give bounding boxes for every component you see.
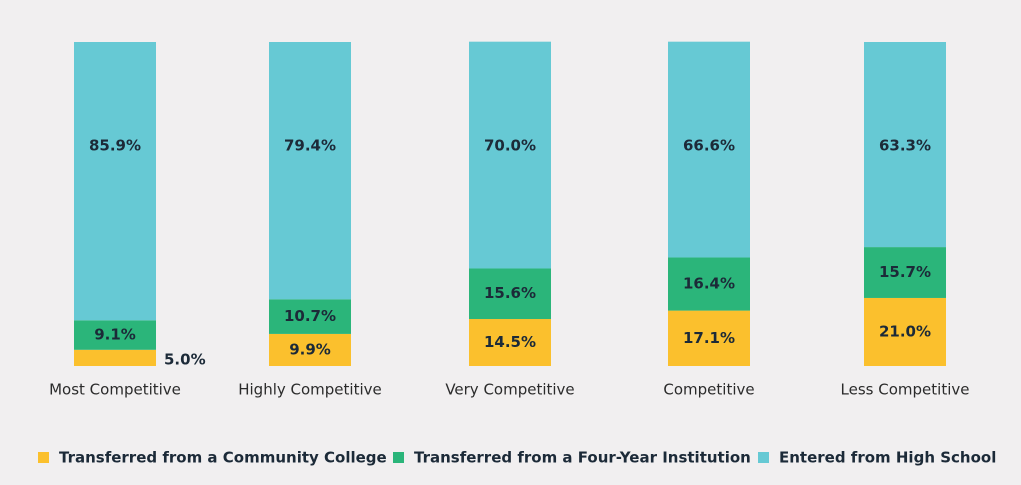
- category-label-5: Less Competitive: [841, 381, 970, 399]
- value-label-2-2: 10.7%: [284, 307, 336, 325]
- value-label-1-5: 21.0%: [879, 322, 931, 340]
- legend-item-3: Entered from High School: [758, 449, 996, 467]
- bar-segment-3-1: [74, 42, 156, 321]
- value-label-2-3: 15.6%: [484, 284, 536, 302]
- bar-segment-3-3: [469, 41, 551, 269]
- bar-segment-2-3: [469, 268, 551, 320]
- value-label-3-4: 66.6%: [683, 137, 735, 155]
- bar-segment-1-3: [469, 319, 551, 366]
- category-label-4: Competitive: [663, 381, 754, 399]
- bar-segment-2-2: [269, 299, 351, 334]
- value-label-1-4: 17.1%: [683, 329, 735, 347]
- bar-segment-2-5: [864, 247, 946, 298]
- category-labels-layer: Most Competitive Highly Competitive Very C…: [49, 381, 969, 399]
- bar-segment-1-4: [668, 310, 750, 366]
- bar-segment-2-4: [668, 257, 750, 311]
- value-label-1-1: 5.0%: [164, 350, 206, 368]
- value-label-2-4: 16.4%: [683, 275, 735, 293]
- value-label-2-1: 9.1%: [94, 326, 136, 344]
- bar-segment-2-1: [74, 320, 156, 350]
- value-labels-layer: 5.0% 9.1% 85.9% 9.9% 10.7% 79.4% 14.5% 15.6% 70.…: [89, 137, 931, 369]
- bar-segment-1-2: [269, 333, 351, 366]
- bars-layer: [74, 41, 946, 366]
- value-label-3-5: 63.3%: [879, 137, 931, 155]
- legend-item-1: Transferred from a Community College: [38, 449, 387, 467]
- value-label-1-3: 14.5%: [484, 333, 536, 351]
- bar-segment-3-2: [269, 42, 351, 300]
- legend-label-1: Transferred from a Community College: [59, 449, 387, 467]
- value-label-1-2: 9.9%: [289, 340, 331, 358]
- legend: Transferred from a Community College Tran…: [38, 449, 996, 467]
- value-label-3-2: 79.4%: [284, 137, 336, 155]
- legend-swatch-1: [38, 452, 49, 463]
- category-label-1: Most Competitive: [49, 381, 181, 399]
- legend-swatch-3: [758, 452, 769, 463]
- legend-item-2: Transferred from a Four-Year Institution: [393, 449, 751, 467]
- category-label-3: Very Competitive: [445, 381, 574, 399]
- legend-label-3: Entered from High School: [779, 449, 996, 467]
- value-label-3-1: 85.9%: [89, 137, 141, 155]
- bar-segment-1-1: [74, 349, 156, 366]
- legend-swatch-2: [393, 452, 404, 463]
- bar-segment-3-4: [668, 41, 750, 258]
- value-label-3-3: 70.0%: [484, 137, 536, 155]
- category-label-2: Highly Competitive: [238, 381, 382, 399]
- legend-label-2: Transferred from a Four-Year Institution: [414, 449, 751, 467]
- value-label-2-5: 15.7%: [879, 263, 931, 281]
- bar-segment-1-5: [864, 297, 946, 366]
- bar-segment-3-5: [864, 42, 946, 248]
